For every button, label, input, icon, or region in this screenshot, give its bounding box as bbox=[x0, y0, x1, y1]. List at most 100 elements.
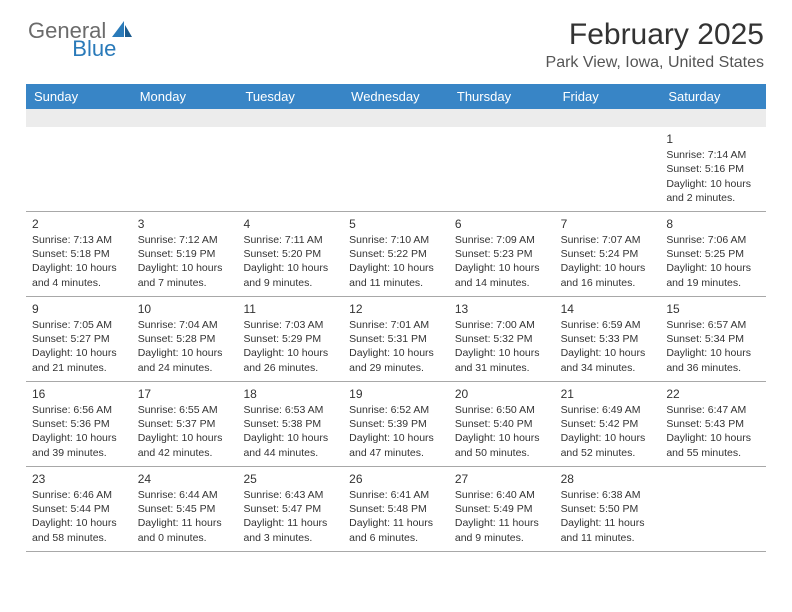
day-header-cell: Thursday bbox=[449, 84, 555, 109]
sunrise-text: Sunrise: 6:50 AM bbox=[455, 403, 549, 417]
sunrise-text: Sunrise: 6:46 AM bbox=[32, 488, 126, 502]
sunset-text: Sunset: 5:42 PM bbox=[561, 417, 655, 431]
day-header-cell: Tuesday bbox=[237, 84, 343, 109]
daylight-text: Daylight: 10 hours and 39 minutes. bbox=[32, 431, 126, 459]
day-cell: 21Sunrise: 6:49 AMSunset: 5:42 PMDayligh… bbox=[555, 382, 661, 466]
day-cell: 5Sunrise: 7:10 AMSunset: 5:22 PMDaylight… bbox=[343, 212, 449, 296]
sunset-text: Sunset: 5:32 PM bbox=[455, 332, 549, 346]
day-number: 21 bbox=[561, 386, 655, 402]
day-number: 14 bbox=[561, 301, 655, 317]
day-number: 26 bbox=[349, 471, 443, 487]
week-row: 23Sunrise: 6:46 AMSunset: 5:44 PMDayligh… bbox=[26, 467, 766, 552]
week-row: 16Sunrise: 6:56 AMSunset: 5:36 PMDayligh… bbox=[26, 382, 766, 467]
day-cell bbox=[26, 127, 132, 211]
logo: General Blue bbox=[28, 18, 182, 44]
sunset-text: Sunset: 5:37 PM bbox=[138, 417, 232, 431]
day-cell bbox=[660, 467, 766, 551]
sunrise-text: Sunrise: 7:04 AM bbox=[138, 318, 232, 332]
sunset-text: Sunset: 5:18 PM bbox=[32, 247, 126, 261]
day-number: 24 bbox=[138, 471, 232, 487]
sunrise-text: Sunrise: 6:47 AM bbox=[666, 403, 760, 417]
sunset-text: Sunset: 5:48 PM bbox=[349, 502, 443, 516]
daylight-text: Daylight: 10 hours and 50 minutes. bbox=[455, 431, 549, 459]
daylight-text: Daylight: 11 hours and 6 minutes. bbox=[349, 516, 443, 544]
daylight-text: Daylight: 10 hours and 9 minutes. bbox=[243, 261, 337, 289]
day-number: 13 bbox=[455, 301, 549, 317]
daylight-text: Daylight: 10 hours and 58 minutes. bbox=[32, 516, 126, 544]
daylight-text: Daylight: 11 hours and 3 minutes. bbox=[243, 516, 337, 544]
day-header-cell: Monday bbox=[132, 84, 238, 109]
day-number: 23 bbox=[32, 471, 126, 487]
daylight-text: Daylight: 10 hours and 4 minutes. bbox=[32, 261, 126, 289]
week-row: 9Sunrise: 7:05 AMSunset: 5:27 PMDaylight… bbox=[26, 297, 766, 382]
daylight-text: Daylight: 10 hours and 44 minutes. bbox=[243, 431, 337, 459]
day-cell bbox=[449, 127, 555, 211]
daylight-text: Daylight: 10 hours and 26 minutes. bbox=[243, 346, 337, 374]
day-cell: 11Sunrise: 7:03 AMSunset: 5:29 PMDayligh… bbox=[237, 297, 343, 381]
day-cell: 26Sunrise: 6:41 AMSunset: 5:48 PMDayligh… bbox=[343, 467, 449, 551]
sunrise-text: Sunrise: 7:11 AM bbox=[243, 233, 337, 247]
sunrise-text: Sunrise: 7:01 AM bbox=[349, 318, 443, 332]
sunrise-text: Sunrise: 7:09 AM bbox=[455, 233, 549, 247]
daylight-text: Daylight: 10 hours and 21 minutes. bbox=[32, 346, 126, 374]
sunset-text: Sunset: 5:20 PM bbox=[243, 247, 337, 261]
day-header-cell: Sunday bbox=[26, 84, 132, 109]
sunrise-text: Sunrise: 6:40 AM bbox=[455, 488, 549, 502]
sunset-text: Sunset: 5:28 PM bbox=[138, 332, 232, 346]
sunset-text: Sunset: 5:25 PM bbox=[666, 247, 760, 261]
sunset-text: Sunset: 5:45 PM bbox=[138, 502, 232, 516]
sunrise-text: Sunrise: 6:55 AM bbox=[138, 403, 232, 417]
day-cell: 1Sunrise: 7:14 AMSunset: 5:16 PMDaylight… bbox=[660, 127, 766, 211]
daylight-text: Daylight: 11 hours and 11 minutes. bbox=[561, 516, 655, 544]
location: Park View, Iowa, United States bbox=[546, 54, 764, 72]
sunrise-text: Sunrise: 6:52 AM bbox=[349, 403, 443, 417]
calendar: SundayMondayTuesdayWednesdayThursdayFrid… bbox=[26, 84, 766, 552]
month-title: February 2025 bbox=[546, 18, 764, 52]
sunset-text: Sunset: 5:29 PM bbox=[243, 332, 337, 346]
daylight-text: Daylight: 10 hours and 29 minutes. bbox=[349, 346, 443, 374]
day-number: 2 bbox=[32, 216, 126, 232]
sunrise-text: Sunrise: 7:13 AM bbox=[32, 233, 126, 247]
logo-text-blue: Blue bbox=[72, 36, 116, 62]
daylight-text: Daylight: 11 hours and 9 minutes. bbox=[455, 516, 549, 544]
daylight-text: Daylight: 10 hours and 24 minutes. bbox=[138, 346, 232, 374]
sunrise-text: Sunrise: 7:03 AM bbox=[243, 318, 337, 332]
day-cell: 8Sunrise: 7:06 AMSunset: 5:25 PMDaylight… bbox=[660, 212, 766, 296]
sunset-text: Sunset: 5:31 PM bbox=[349, 332, 443, 346]
day-cell: 17Sunrise: 6:55 AMSunset: 5:37 PMDayligh… bbox=[132, 382, 238, 466]
day-cell: 16Sunrise: 6:56 AMSunset: 5:36 PMDayligh… bbox=[26, 382, 132, 466]
sunset-text: Sunset: 5:36 PM bbox=[32, 417, 126, 431]
sunrise-text: Sunrise: 7:10 AM bbox=[349, 233, 443, 247]
daylight-text: Daylight: 10 hours and 47 minutes. bbox=[349, 431, 443, 459]
sunset-text: Sunset: 5:24 PM bbox=[561, 247, 655, 261]
sunrise-text: Sunrise: 7:14 AM bbox=[666, 148, 760, 162]
day-number: 18 bbox=[243, 386, 337, 402]
day-number: 28 bbox=[561, 471, 655, 487]
day-cell: 18Sunrise: 6:53 AMSunset: 5:38 PMDayligh… bbox=[237, 382, 343, 466]
daylight-text: Daylight: 10 hours and 31 minutes. bbox=[455, 346, 549, 374]
daylight-text: Daylight: 10 hours and 16 minutes. bbox=[561, 261, 655, 289]
day-header-row: SundayMondayTuesdayWednesdayThursdayFrid… bbox=[26, 84, 766, 109]
daylight-text: Daylight: 10 hours and 52 minutes. bbox=[561, 431, 655, 459]
day-cell bbox=[343, 127, 449, 211]
day-number: 11 bbox=[243, 301, 337, 317]
sunrise-text: Sunrise: 6:53 AM bbox=[243, 403, 337, 417]
sunrise-text: Sunrise: 7:12 AM bbox=[138, 233, 232, 247]
day-cell bbox=[132, 127, 238, 211]
sunset-text: Sunset: 5:34 PM bbox=[666, 332, 760, 346]
sunrise-text: Sunrise: 6:44 AM bbox=[138, 488, 232, 502]
sunset-text: Sunset: 5:33 PM bbox=[561, 332, 655, 346]
sunset-text: Sunset: 5:40 PM bbox=[455, 417, 549, 431]
day-cell: 6Sunrise: 7:09 AMSunset: 5:23 PMDaylight… bbox=[449, 212, 555, 296]
day-number: 3 bbox=[138, 216, 232, 232]
day-number: 9 bbox=[32, 301, 126, 317]
week-row: 1Sunrise: 7:14 AMSunset: 5:16 PMDaylight… bbox=[26, 127, 766, 212]
day-header-cell: Saturday bbox=[660, 84, 766, 109]
blank-row bbox=[26, 109, 766, 127]
sunrise-text: Sunrise: 6:56 AM bbox=[32, 403, 126, 417]
day-cell: 10Sunrise: 7:04 AMSunset: 5:28 PMDayligh… bbox=[132, 297, 238, 381]
sunset-text: Sunset: 5:43 PM bbox=[666, 417, 760, 431]
day-number: 27 bbox=[455, 471, 549, 487]
daylight-text: Daylight: 10 hours and 19 minutes. bbox=[666, 261, 760, 289]
sunset-text: Sunset: 5:38 PM bbox=[243, 417, 337, 431]
